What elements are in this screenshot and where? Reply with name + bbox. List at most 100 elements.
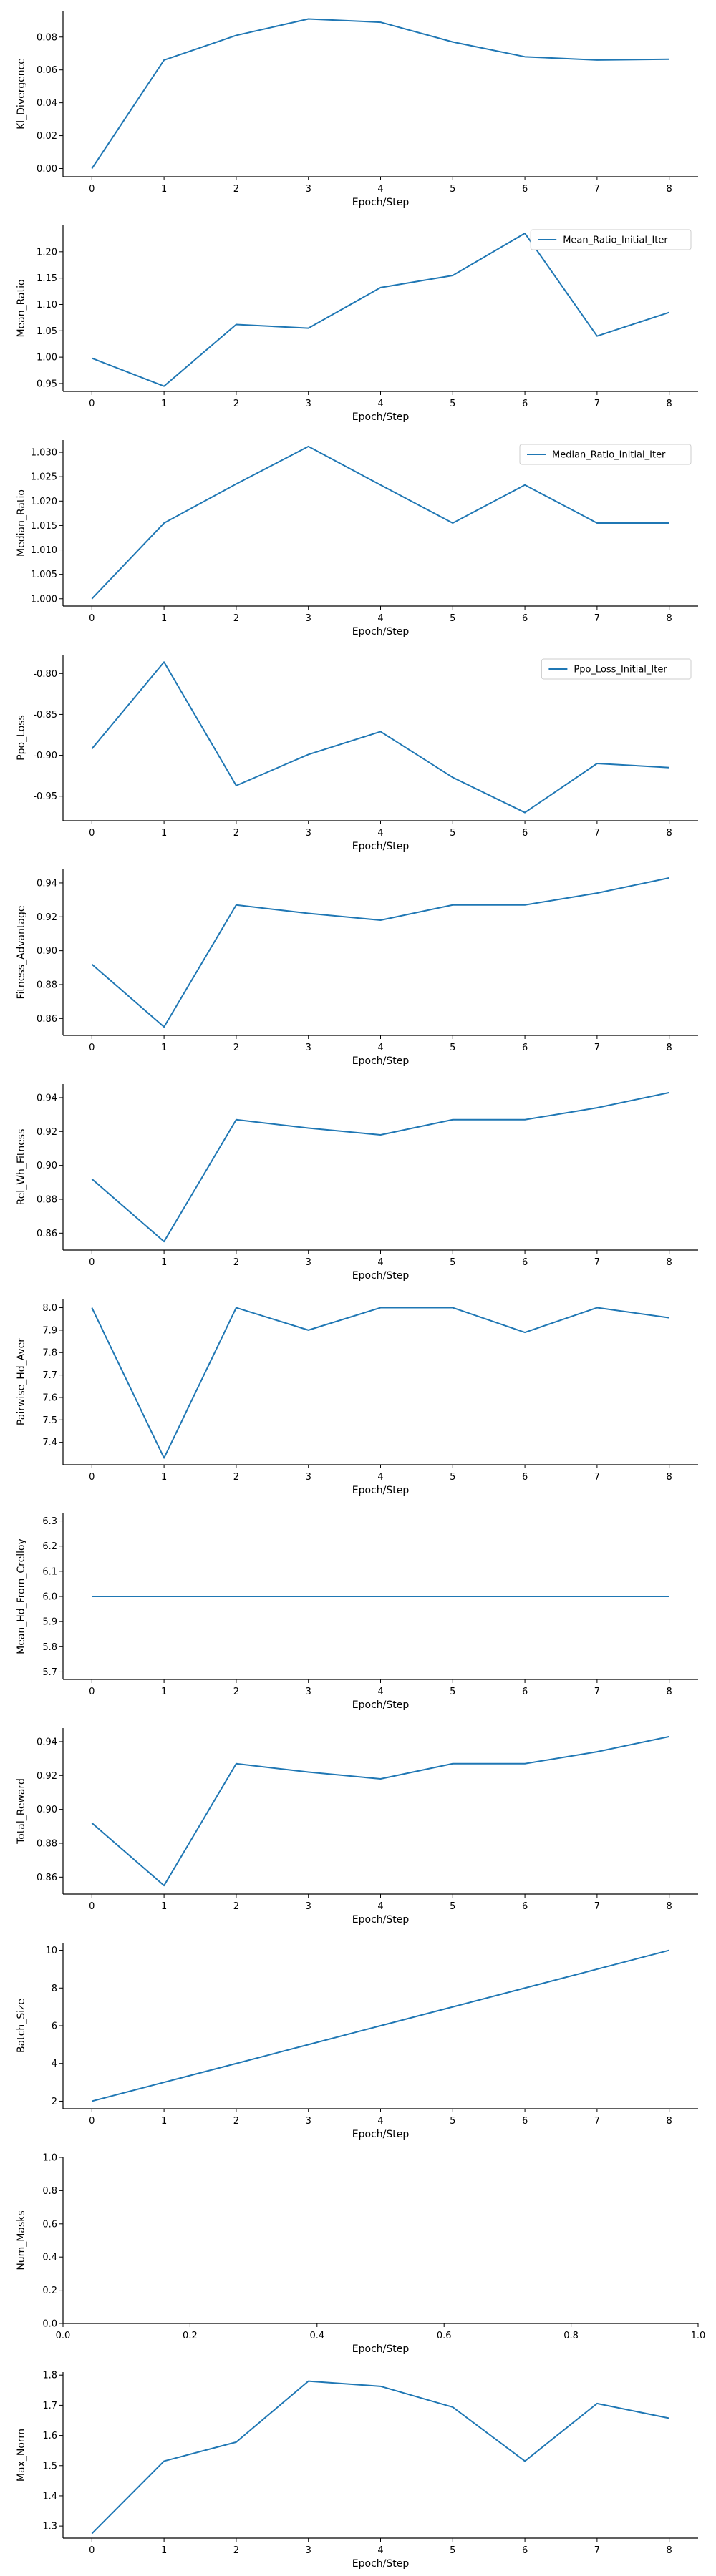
x-tick-label: 0.6: [437, 2331, 452, 2341]
x-tick-label: 4: [377, 1257, 383, 1268]
x-tick-label: 1: [161, 184, 167, 195]
y-axis-title: Pairwise_Hd_Aver: [16, 1338, 27, 1425]
x-tick-label: 1: [161, 1687, 167, 1697]
x-tick-label: 4: [377, 2545, 383, 2556]
x-tick-label: 0: [89, 2545, 95, 2556]
x-tick-label: 7: [594, 828, 600, 839]
y-tick-label: -0.85: [33, 710, 57, 721]
y-axis-title: Max_Norm: [16, 2429, 27, 2482]
legend-box: [541, 658, 692, 680]
y-tick-label: 7.8: [42, 1348, 57, 1359]
y-tick-label: 1.7: [42, 2401, 57, 2411]
x-tick-label: 7: [594, 2545, 600, 2556]
y-tick-label: 0.92: [37, 1771, 57, 1782]
y-tick-label: 4: [52, 2059, 57, 2069]
x-tick-label: 4: [377, 1687, 383, 1697]
series-line-0: [91, 661, 669, 814]
chart-panel-8: 0 1 2 3 4 5 6 7 8 0.86 0.88 0.90 0.92 0.94 Epoch/Step T…: [16, 1728, 698, 1926]
y-tick-label: -0.95: [33, 791, 57, 802]
x-tick-label: 0: [89, 184, 95, 195]
y-tick-label: 1.4: [42, 2491, 57, 2502]
x-tick-label: 5: [450, 1687, 455, 1697]
x-axis-title: Epoch/Step: [352, 626, 410, 638]
x-tick-label: 6: [522, 2545, 528, 2556]
x-tick-label: 3: [306, 1687, 311, 1697]
y-tick-label: 0.90: [37, 946, 57, 957]
y-tick-label: -0.80: [33, 669, 57, 680]
x-tick-label: 6: [522, 613, 528, 624]
chart-panel-6: 0 1 2 3 4 5 6 7 8 7.4 7.5 7.6 7.7 7.8 7.9 8.0 Epoch/Step…: [16, 1299, 698, 1496]
y-tick-label: 0.8: [42, 2186, 57, 2197]
x-tick-label: 2: [233, 1901, 239, 1912]
series-line-0: [91, 233, 669, 387]
x-tick-label: 0: [89, 2116, 95, 2127]
chart-panel-9: 0 1 2 3 4 5 6 7 8 2 4 6 8 10 Epoch/Step Batch_Size: [16, 1943, 698, 2140]
x-tick-label: 6: [522, 1472, 528, 1483]
y-tick-label: 1.010: [31, 545, 57, 556]
x-tick-label: 5: [450, 828, 455, 839]
x-axis-title: Epoch/Step: [352, 1055, 410, 1067]
x-tick-label: 6: [522, 184, 528, 195]
series-line-0: [92, 1949, 669, 2102]
x-tick-label: 1: [161, 1901, 167, 1912]
x-tick-label: 7: [594, 1901, 600, 1912]
legend-box: [519, 444, 692, 465]
y-axis-title: Num_Masks: [16, 2210, 27, 2270]
y-tick-label: 0.0: [42, 2319, 57, 2330]
x-tick-label: 2: [233, 399, 239, 409]
series-line-0: [91, 1091, 669, 1243]
x-tick-label: 2: [233, 1687, 239, 1697]
x-tick-label: 1: [161, 2116, 167, 2127]
x-tick-label: 7: [594, 2116, 600, 2127]
chart-panel-3: 0 1 2 3 4 5 6 7 8 -0.95 -0.90 -0.85 -0.80 Epoch/Step P…: [16, 655, 698, 852]
x-tick-label: 5: [450, 184, 455, 195]
x-tick-label: 8: [667, 1901, 672, 1912]
x-tick-label: 3: [306, 184, 311, 195]
x-tick-label: 8: [667, 828, 672, 839]
y-tick-label: 8.0: [42, 1303, 57, 1314]
y-tick-label: 1.00: [37, 353, 57, 364]
x-tick-label: 4: [377, 828, 383, 839]
x-tick-label: 2: [233, 1257, 239, 1268]
x-tick-label: 4: [377, 1043, 383, 1053]
chart-panel-2: 0 1 2 3 4 5 6 7 8 1.000 1.005 1.010 1.015 1.020 1.025 1…: [16, 440, 698, 638]
y-tick-label: -0.90: [33, 751, 57, 761]
y-tick-label: 0.6: [42, 2219, 57, 2230]
x-tick-label: 4: [377, 2116, 383, 2127]
y-tick-label: 1.20: [37, 247, 57, 258]
series-line-0: [91, 445, 669, 600]
legend-box: [530, 229, 692, 250]
y-tick-label: 10: [45, 1946, 57, 1956]
chart-panel-0: 0 1 2 3 4 5 6 7 8 0.00 0.02 0.04 0.06 0.08 Epoch/Step K…: [16, 11, 698, 208]
y-axis-title: Fitness_Advantage: [16, 905, 27, 999]
series-line-0: [91, 877, 669, 1028]
x-tick-label: 8: [667, 2545, 672, 2556]
y-tick-label: 7.5: [42, 1415, 57, 1426]
y-tick-label: 5.7: [42, 1667, 57, 1678]
x-tick-label: 6: [522, 2116, 528, 2127]
x-axis-title: Epoch/Step: [352, 1699, 410, 1711]
x-tick-label: 8: [667, 2116, 672, 2127]
x-tick-label: 2: [233, 1043, 239, 1053]
legend-label: Median_Ratio_Initial_Iter: [552, 450, 666, 461]
y-tick-label: 6.3: [42, 1516, 57, 1527]
x-tick-label: 0.2: [183, 2331, 198, 2341]
y-tick-label: 0.92: [37, 1127, 57, 1138]
x-tick-label: 6: [522, 1043, 528, 1053]
chart-panel-5: 0 1 2 3 4 5 6 7 8 0.86 0.88 0.90 0.92 0.94 Epoch/Step R…: [16, 1084, 698, 1282]
x-tick-label: 0: [89, 828, 95, 839]
y-tick-label: 1.3: [42, 2522, 57, 2532]
y-tick-label: 0.04: [37, 98, 57, 109]
x-axis-title: Epoch/Step: [352, 1485, 410, 1496]
x-tick-label: 0: [89, 1901, 95, 1912]
x-tick-label: 5: [450, 2116, 455, 2127]
x-tick-label: 6: [522, 1257, 528, 1268]
x-tick-label: 8: [667, 1472, 672, 1483]
x-tick-label: 7: [594, 1257, 600, 1268]
x-tick-label: 5: [450, 1901, 455, 1912]
x-tick-label: 1: [161, 613, 167, 624]
y-tick-label: 1.025: [31, 472, 57, 483]
x-tick-label: 0.4: [309, 2331, 324, 2341]
x-tick-label: 1.0: [691, 2331, 706, 2341]
